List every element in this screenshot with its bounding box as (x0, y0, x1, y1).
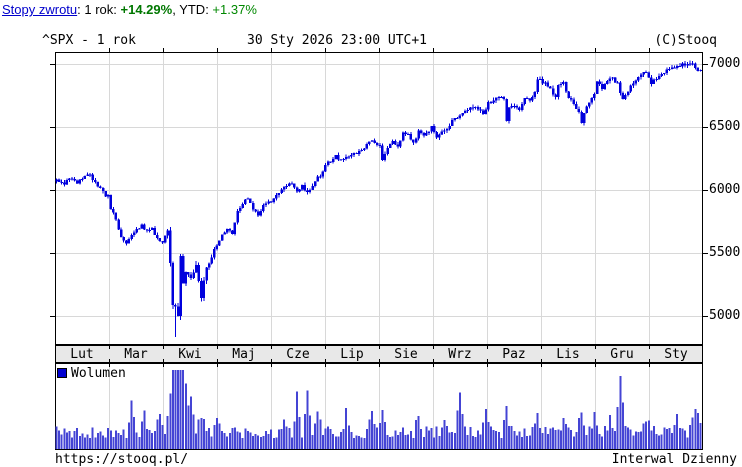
y-axis-label: 5000 (709, 308, 741, 323)
returns-header: Stopy zwrotu: 1 rok: +14.29%, YTD: +1.37… (2, 2, 257, 17)
interval-label: Interwal Dzienny (611, 452, 737, 467)
month-label: Wrz (448, 347, 472, 362)
chart-copyright: (C)Stooq (654, 33, 717, 48)
returns-sep1: : 1 rok: (77, 2, 121, 17)
volume-legend-label: Wolumen (71, 366, 126, 381)
month-label: Cze (286, 347, 310, 362)
month-label: Mar (124, 347, 148, 362)
y-axis-label: 7000 (709, 56, 741, 71)
month-label: Paz (502, 347, 526, 362)
chart-symbol-title: ^SPX - 1 rok (42, 33, 136, 48)
y-axis-label: 6000 (709, 182, 741, 197)
month-label: Maj (232, 347, 256, 362)
return-ytd-value: +1.37% (212, 2, 257, 17)
month-label: Kwi (178, 347, 202, 362)
return-1y-value: +14.29% (120, 2, 173, 17)
site-url: https://stooq.pl/ (55, 452, 189, 467)
chart-timestamp: 30 Sty 2026 23:00 UTC+1 (246, 33, 428, 48)
y-axis-label: 6500 (709, 119, 741, 134)
returns-sep2: , YTD: (172, 2, 213, 17)
volume-swatch-icon (57, 368, 67, 378)
month-label: Lip (340, 347, 364, 362)
month-label: Lut (70, 347, 94, 362)
month-label: Lis (556, 347, 580, 362)
returns-link[interactable]: Stopy zwrotu (2, 2, 78, 17)
month-label: Gru (610, 347, 634, 362)
y-axis-label: 5500 (709, 245, 741, 260)
month-label: Sty (664, 347, 688, 362)
month-label: Sie (394, 347, 418, 362)
